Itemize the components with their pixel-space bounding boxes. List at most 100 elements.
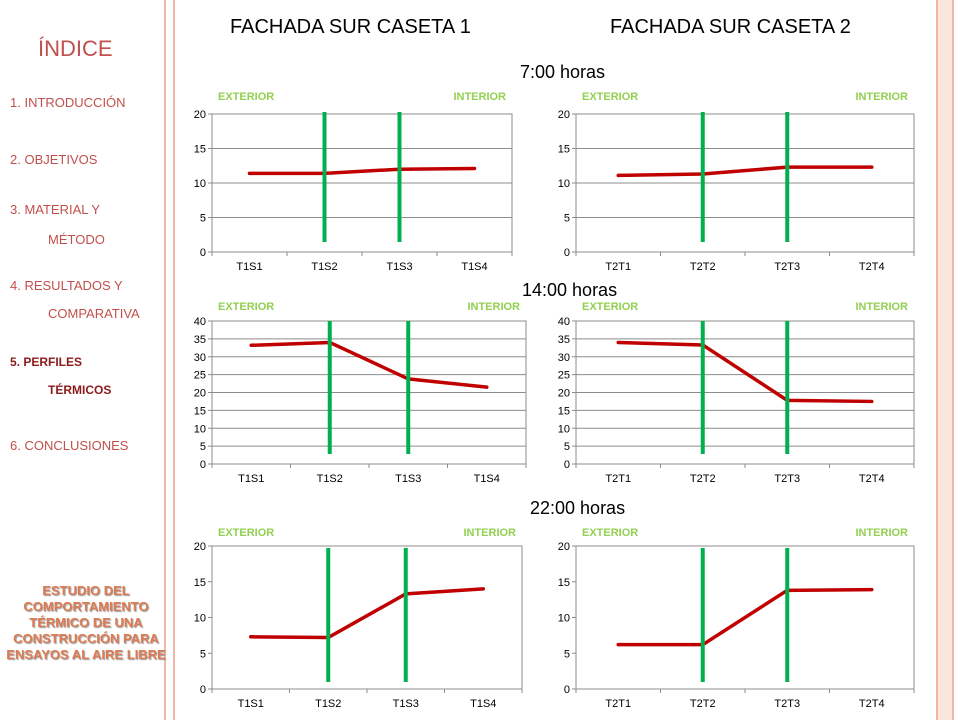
x-tick-label: T1S1 [238, 698, 264, 710]
zone-label-exterior: EXTERIOR [582, 301, 638, 313]
time-label-1400: 14:00 horas [522, 280, 618, 300]
menu-item-material-metodo[interactable]: 3. MATERIAL Y MÉTODO [10, 202, 105, 248]
x-tick-label: T2T1 [605, 473, 631, 485]
zone-label-interior: INTERIOR [463, 527, 516, 539]
x-tick-label: T1S1 [238, 473, 264, 485]
y-tick-label: 15 [194, 405, 206, 417]
zone-label-interior: INTERIOR [467, 301, 520, 313]
y-tick-label: 15 [558, 144, 570, 156]
menu-item-label-line2: MÉTODO [48, 232, 105, 247]
x-tick-label: T2T2 [690, 473, 716, 485]
x-tick-label: T2T2 [690, 698, 716, 710]
y-tick-label: 5 [564, 648, 570, 660]
x-tick-label: T1S4 [461, 261, 487, 273]
y-tick-label: 5 [564, 213, 570, 225]
series-line [247, 166, 477, 176]
x-tick-label: T1S3 [393, 698, 419, 710]
y-tick-label: 35 [194, 334, 206, 346]
menu-item-label: 3. MATERIAL Y [10, 202, 101, 217]
menu-item-label: 1. INTRODUCCIÓN [10, 95, 126, 110]
y-tick-label: 0 [564, 684, 570, 696]
y-tick-label: 40 [194, 316, 206, 328]
y-tick-label: 10 [194, 613, 206, 625]
y-tick-label: 20 [194, 388, 206, 400]
y-tick-label: 35 [558, 334, 570, 346]
right-frame-line-outer [952, 0, 954, 720]
x-tick-label: T2T4 [859, 261, 885, 273]
y-tick-label: 10 [194, 423, 206, 435]
x-tick-label: T1S4 [474, 473, 500, 485]
x-tick-label: T2T2 [690, 261, 716, 273]
y-tick-label: 0 [564, 247, 570, 259]
y-tick-label: 15 [194, 577, 206, 589]
x-tick-label: T2T3 [774, 261, 800, 273]
data-point [473, 167, 476, 171]
data-point [481, 587, 485, 591]
x-tick-label: T2T3 [774, 473, 800, 485]
y-tick-label: 30 [558, 352, 570, 364]
menu-item-label: 2. OBJETIVOS [10, 152, 98, 167]
menu-item-objetivos[interactable]: 2. OBJETIVOS [10, 152, 97, 168]
menu-item-label-line2: TÉRMICOS [48, 383, 112, 397]
series-line [249, 340, 489, 389]
y-tick-label: 10 [194, 178, 206, 190]
x-tick-label: T1S2 [317, 473, 343, 485]
y-tick-label: 0 [200, 459, 206, 471]
zone-label-exterior: EXTERIOR [582, 527, 638, 539]
x-tick-label: T2T3 [774, 698, 800, 710]
chart-caseta2-2200: 0 5 10 15 20 T2T1 T2T2 T2T3 T2T4 EXTERIOR INTERIOR [558, 527, 915, 710]
zone-label-exterior: EXTERIOR [218, 301, 274, 313]
sidebar-index: ÍNDICE 1. INTRODUCCIÓN 2. OBJETIVOS 3. M… [0, 0, 168, 720]
y-tick-label: 20 [558, 541, 570, 553]
zone-label-interior: INTERIOR [855, 301, 908, 313]
menu-item-perfiles-termicos[interactable]: 5. PERFILES TÉRMICOS [10, 354, 111, 398]
menu-item-label-line2: COMPARATIVA [48, 306, 140, 321]
caseta1-title: FACHADA SUR CASETA 1 [230, 16, 471, 38]
data-point [870, 588, 874, 592]
x-tick-label: T2T4 [859, 473, 885, 485]
caseta2-title: FACHADA SUR CASETA 2 [610, 16, 851, 38]
x-tick-label: T1S3 [386, 261, 412, 273]
y-tick-label: 20 [558, 388, 570, 400]
y-tick-label: 15 [558, 405, 570, 417]
chart-caseta2-1400: 0 5 10 15 20 25 30 35 40 T2T1 T2T2 T2T3 T2T4 EXTERIOR… [558, 301, 915, 485]
x-tick-label: T2T1 [605, 698, 631, 710]
x-tick-label: T2T4 [859, 698, 885, 710]
data-point [616, 340, 620, 344]
menu-item-resultados-comparativa[interactable]: 4. RESULTADOS Y COMPARATIVA [10, 278, 140, 322]
zone-label-interior: INTERIOR [855, 91, 908, 103]
y-tick-label: 25 [194, 370, 206, 382]
x-tick-label: T1S4 [470, 698, 496, 710]
y-tick-label: 40 [558, 316, 570, 328]
menu-item-label: 6. CONCLUSIONES [10, 438, 129, 453]
x-tick-label: T1S2 [315, 698, 341, 710]
y-tick-label: 0 [564, 459, 570, 471]
y-tick-label: 0 [200, 247, 206, 259]
x-tick-label: T1S3 [395, 473, 421, 485]
y-tick-label: 10 [558, 613, 570, 625]
y-tick-label: 5 [200, 213, 206, 225]
y-tick-label: 5 [564, 441, 570, 453]
y-tick-label: 10 [558, 178, 570, 190]
y-tick-label: 20 [194, 109, 206, 121]
y-tick-label: 5 [200, 441, 206, 453]
zone-label-exterior: EXTERIOR [218, 527, 274, 539]
data-point [248, 171, 251, 175]
series-line [616, 340, 874, 404]
y-tick-label: 30 [194, 352, 206, 364]
y-tick-label: 5 [200, 648, 206, 660]
index-title: ÍNDICE [38, 36, 113, 61]
zone-label-exterior: EXTERIOR [218, 91, 274, 103]
left-frame-line-inner [173, 0, 175, 720]
data-point [485, 385, 489, 389]
x-tick-label: T1S2 [311, 261, 337, 273]
right-frame-line [936, 0, 938, 720]
menu-item-introduccion[interactable]: 1. INTRODUCCIÓN [10, 95, 126, 111]
y-tick-label: 0 [200, 684, 206, 696]
menu-item-label: 4. RESULTADOS Y [10, 278, 123, 293]
data-point [616, 173, 620, 177]
study-title: ESTUDIO DEL COMPORTAMIENTO TÉRMICO DE UN… [6, 583, 166, 662]
zone-label-exterior: EXTERIOR [582, 91, 638, 103]
menu-item-conclusiones[interactable]: 6. CONCLUSIONES [10, 438, 128, 454]
y-tick-label: 15 [194, 144, 206, 156]
